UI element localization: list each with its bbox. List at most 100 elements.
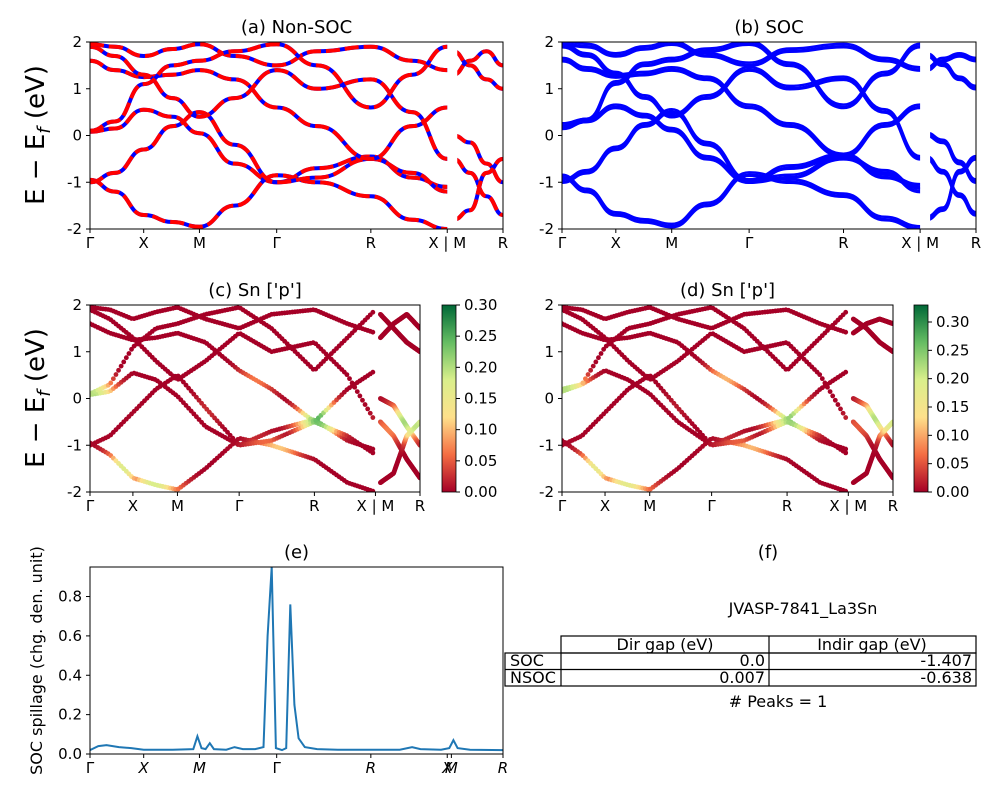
band-line-split — [562, 42, 921, 127]
y-tick-label: 0.6 — [58, 627, 82, 645]
projection-point — [890, 442, 893, 448]
x-tick-label: Γ — [272, 759, 281, 777]
projection-point — [843, 450, 849, 456]
y-tick-label: -2 — [539, 220, 554, 238]
colorbar-gradient — [913, 304, 929, 493]
colorbar-tick-label: 0.30 — [936, 313, 969, 331]
y-tick-label: -1 — [67, 173, 82, 191]
y-tick-label: 0 — [544, 390, 554, 408]
band-line-split — [926, 51, 976, 88]
path-break — [449, 42, 458, 229]
x-tick-label: M — [171, 497, 184, 515]
y-tick-label: -1 — [67, 436, 82, 454]
colorbar-tick-label: 0.30 — [464, 296, 497, 314]
y-tick-label: 1 — [72, 80, 82, 98]
x-tick-label: Γ — [86, 234, 95, 252]
x-tick-label: X | M — [829, 497, 867, 515]
projection-point — [417, 419, 420, 425]
x-tick-label: X — [139, 234, 149, 252]
projection-point — [843, 369, 849, 375]
band-line — [90, 173, 448, 229]
x-tick-label: Γ — [558, 497, 567, 515]
x-tick-label: X — [441, 759, 453, 777]
band-line — [90, 42, 448, 73]
projection-point — [835, 402, 841, 407]
x-tick-label: Γ — [86, 759, 95, 777]
axes-frame — [561, 41, 977, 230]
band-line — [90, 42, 448, 133]
y-tick-label: 0.8 — [58, 588, 82, 606]
peaks-count: # Peaks = 1 — [729, 692, 828, 711]
table-row-soc-dir: 0.0 — [740, 651, 765, 670]
y-tick-label: -2 — [67, 220, 82, 238]
y-tick-label: -2 — [539, 483, 554, 501]
y-tick-label: 1 — [72, 343, 82, 361]
x-tick-label: Γ — [86, 497, 95, 515]
x-tick-label: X — [611, 234, 621, 252]
x-tick-label: R — [971, 234, 981, 252]
y-tick-label: 0.2 — [58, 706, 82, 724]
projection-point — [354, 389, 360, 394]
y-tick-label: 2 — [544, 296, 554, 314]
projection-point — [596, 355, 601, 361]
y-tick-label: 0 — [72, 390, 82, 408]
panel-e-soc-spillage: (e) 0.0 0.2 0.4 0.6 0.8 SOC spillage (chg. den… — [27, 542, 508, 777]
x-tick-label: Γ — [235, 497, 244, 515]
y-tick-label: 0 — [72, 127, 82, 145]
x-tick-label: R — [366, 759, 376, 777]
panel-title: (c) Sn ['p'] — [208, 280, 302, 301]
x-tick-label: M — [193, 759, 206, 777]
projection-point — [840, 410, 846, 416]
y-tick-label: -2 — [67, 483, 82, 501]
projection-point — [417, 325, 420, 331]
colorbar-tick-label: 0.00 — [464, 483, 497, 501]
band-line — [562, 110, 921, 194]
x-tick-label: R — [498, 234, 508, 252]
axes-frame — [89, 566, 504, 755]
panel-a-non-soc: (a) Non-SOC -2 -1 0 1 2 Γ X M Γ R X | M R — [67, 17, 508, 252]
colorbar: 0.00 0.05 0.10 0.15 0.20 0.25 0.30 — [913, 304, 969, 501]
projection-point — [370, 329, 376, 335]
band-line — [453, 156, 503, 222]
projection-point — [121, 359, 127, 365]
plot-area — [562, 305, 893, 492]
projection-point — [417, 442, 420, 448]
plot-area — [90, 42, 503, 229]
panel-title: (d) Sn ['p'] — [680, 280, 775, 301]
x-tick-label: R — [888, 497, 898, 515]
band-line — [562, 42, 921, 72]
x-tick-label: R — [366, 234, 376, 252]
projection-point — [357, 393, 363, 399]
material-id: JVASP-7841_La3Sn — [728, 599, 878, 619]
projection-point — [822, 380, 828, 386]
table-row-nsoc-dir: 0.007 — [719, 668, 765, 687]
plot-area — [562, 42, 976, 229]
projection-point — [832, 397, 838, 403]
y-tick-label: 2 — [72, 296, 82, 314]
band-line — [452, 49, 503, 91]
x-tick-label: R — [782, 497, 792, 515]
colorbar-tick-label: 0.20 — [464, 358, 497, 376]
colorbar-tick-label: 0.00 — [936, 483, 969, 501]
axes-frame — [561, 304, 894, 493]
table-row-nsoc-label: NSOC — [510, 668, 556, 687]
colorbar-tick-label: 0.05 — [464, 452, 497, 470]
projection-point — [819, 376, 825, 382]
projection-point — [365, 406, 371, 412]
x-tick-label: X — [600, 497, 610, 515]
panel-c-sn-p-projection: (c) Sn ['p'] 0.00 0.05 0.10 0.15 0.20 0.25 0.30… — [67, 280, 497, 515]
projection-point — [123, 355, 129, 361]
projection-point — [588, 367, 594, 373]
projection-point — [367, 410, 373, 416]
colorbar-tick-label: 0.15 — [464, 390, 497, 408]
panel-f-summary: (f) JVASP-7841_La3Sn Dir gap (eV) Indir … — [504, 542, 977, 711]
colorbar-tick-label: 0.20 — [936, 370, 969, 388]
panel-d-sn-p-projection: (d) Sn ['p'] 0.00 0.05 0.10 0.15 0.20 0.25 0.30… — [539, 280, 969, 515]
axes-frame — [89, 304, 421, 493]
y-axis-label: SOC spillage (chg. den. unit) — [27, 546, 46, 775]
x-tick-label: R — [838, 234, 848, 252]
projection-point — [129, 346, 134, 352]
band-line — [452, 49, 503, 77]
x-tick-label: X — [128, 497, 138, 515]
